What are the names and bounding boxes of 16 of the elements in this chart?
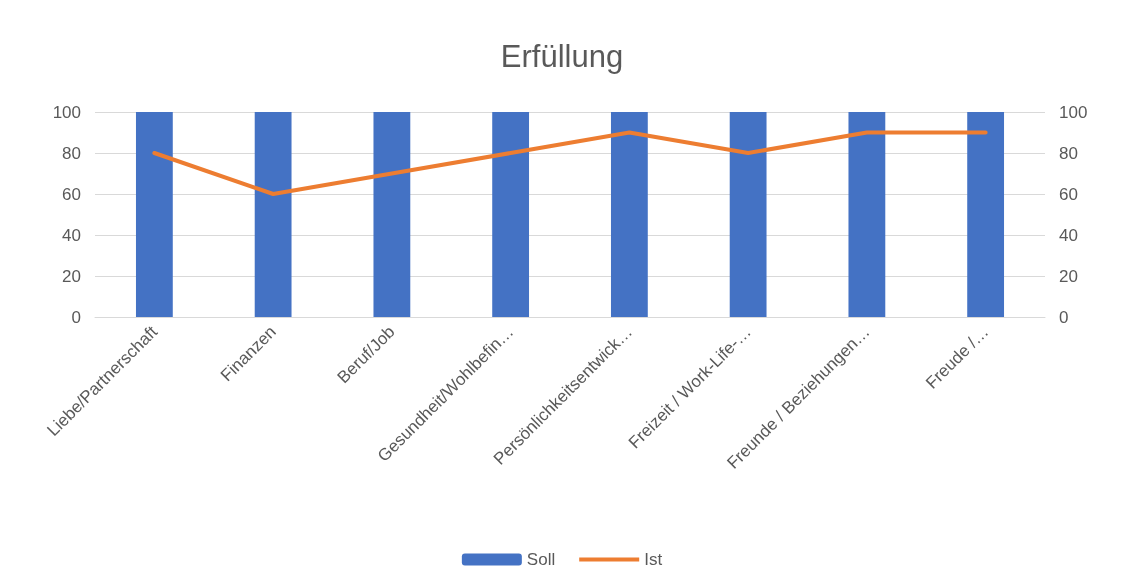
y2-tick-label: 40 xyxy=(1059,225,1078,245)
y2-tick-label: 100 xyxy=(1059,102,1088,122)
y-tick-label: 40 xyxy=(62,225,81,245)
y2-tick-label: 80 xyxy=(1059,143,1078,163)
legend-label: Soll xyxy=(526,550,556,569)
y-tick-label: 0 xyxy=(71,307,81,327)
y2-tick-label: 0 xyxy=(1059,307,1069,327)
line-series xyxy=(152,130,988,196)
y-tick-label: 100 xyxy=(52,102,81,122)
y-tick-label: 20 xyxy=(62,266,81,286)
legend-label: Ist xyxy=(644,550,663,569)
y-tick-label: 80 xyxy=(62,143,81,163)
chart-title: Erfüllung xyxy=(500,39,624,74)
y-tick-label: 60 xyxy=(62,184,81,204)
y2-tick-label: 60 xyxy=(1059,184,1078,204)
y2-tick-label: 20 xyxy=(1059,266,1078,286)
